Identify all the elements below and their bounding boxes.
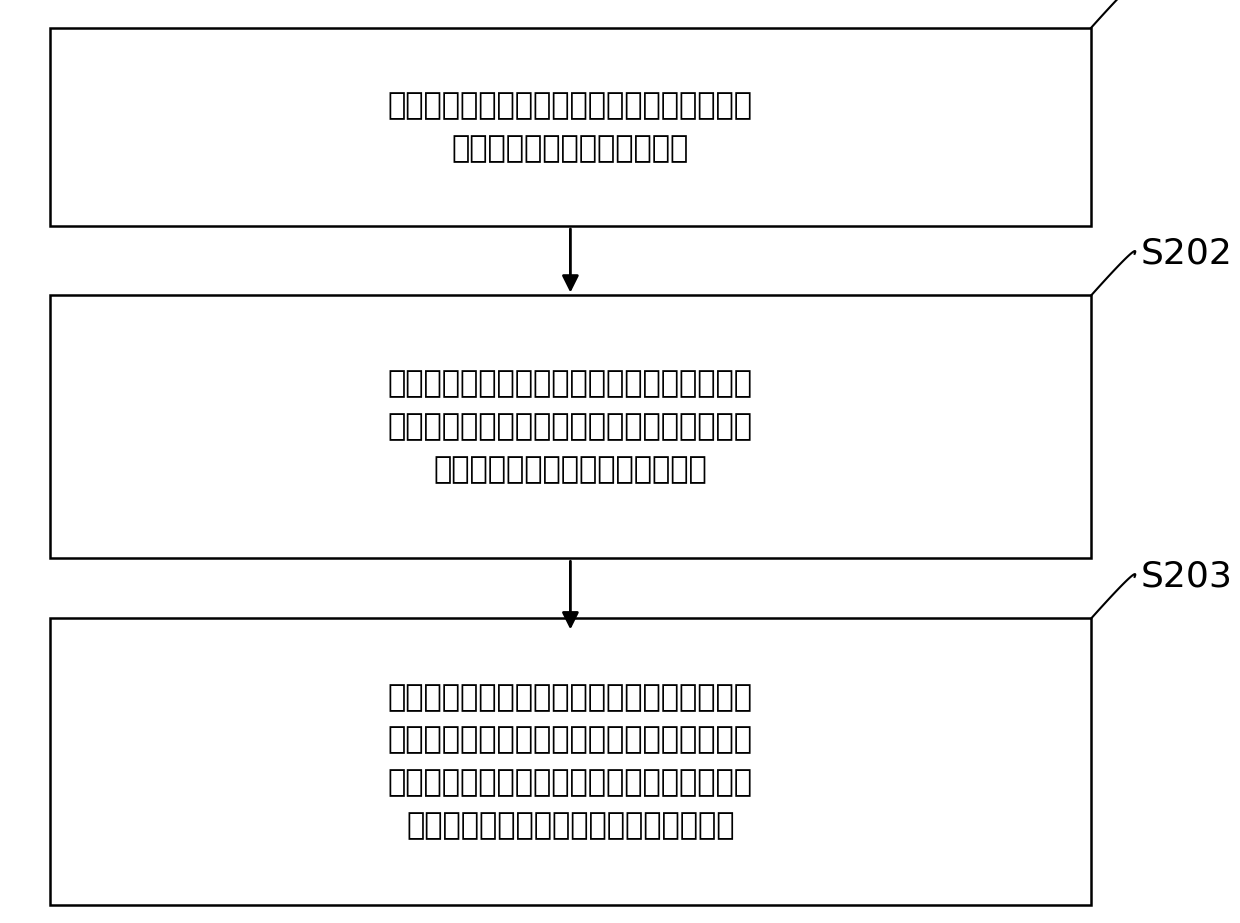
Text: S202: S202 [1141, 237, 1233, 270]
Text: 根据预先统计的所述第一器件和所述无线路由
器的第二器件的工作温度之间的实时数值关系
，估算所述第二器件的工作温度值: 根据预先统计的所述第一器件和所述无线路由 器的第二器件的工作温度之间的实时数值关… [388, 369, 753, 485]
Text: 根据所述第二器件的工作温度值和其额定工作
温度的差值，将所述无线路由器的射频功率放
大器的发射占空比设置为与所述差值对应的百
分比，以对所述无线路由器进行温度控: 根据所述第二器件的工作温度值和其额定工作 温度的差值，将所述无线路由器的射频功率… [388, 683, 753, 840]
Bar [50, 28, 1091, 226]
Bar [50, 295, 1091, 558]
Text: 在无线路由器的运行过程中，获取所述无线路
由器的第一器件的工作温度值: 在无线路由器的运行过程中，获取所述无线路 由器的第一器件的工作温度值 [388, 91, 753, 162]
Text: S201: S201 [1141, 0, 1233, 3]
Text: S203: S203 [1141, 560, 1233, 593]
Bar [50, 618, 1091, 905]
